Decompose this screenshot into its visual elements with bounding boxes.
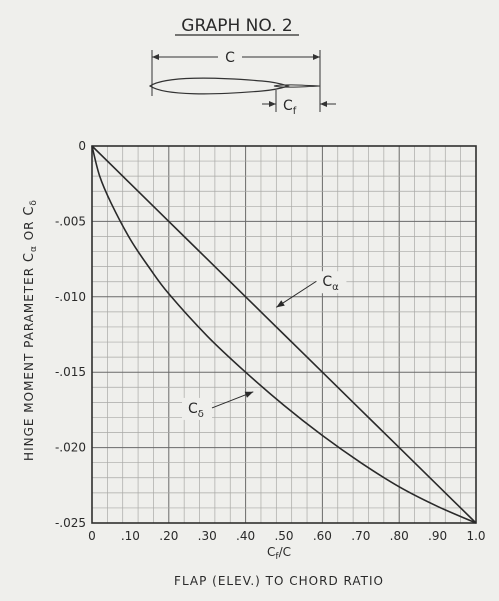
y-tick-label: -.025 bbox=[55, 516, 86, 530]
x-axis-ticks: 0 .10 .20 .30 .40 .50 .60 .70 .80 .90 1.0 bbox=[88, 529, 485, 543]
x-tick-label: .20 bbox=[159, 529, 178, 543]
x-tick-label: .60 bbox=[313, 529, 332, 543]
chord-arrow-left-icon bbox=[152, 54, 159, 60]
series-line-c-delta bbox=[91, 145, 477, 524]
series-group: Cα Cδ bbox=[91, 145, 477, 524]
plot-border bbox=[91, 145, 477, 524]
x-tick-label: .40 bbox=[236, 529, 255, 543]
x-tick-label: 0 bbox=[88, 529, 96, 543]
flap-arrow-left-icon bbox=[269, 101, 276, 107]
x-tick-label: .30 bbox=[198, 529, 217, 543]
y-axis-ticks: 0 -.005 -.010 -.015 -.020 -.025 bbox=[55, 139, 86, 530]
series-line-c-alpha bbox=[91, 145, 477, 524]
x-tick-label: .70 bbox=[351, 529, 370, 543]
x-tick-label: .10 bbox=[121, 529, 140, 543]
flap-arrow-right-icon bbox=[320, 101, 327, 107]
airfoil-sketch: C Cf bbox=[148, 50, 336, 117]
x-axis-formula: Cf/C bbox=[267, 545, 291, 562]
plot-frame bbox=[91, 145, 477, 524]
series-label: Cα bbox=[322, 274, 339, 293]
y-tick-label: -.010 bbox=[55, 290, 86, 304]
chord-arrow-right-icon bbox=[313, 54, 320, 60]
flap-label: Cf bbox=[283, 98, 297, 117]
y-tick-label: 0 bbox=[78, 139, 86, 153]
y-axis-label: HINGE MOMENT PARAMETER Cα OR Cδ bbox=[22, 199, 39, 461]
chord-label: C bbox=[225, 50, 235, 66]
airfoil-outline bbox=[148, 77, 290, 95]
series-label: Cδ bbox=[188, 401, 204, 420]
flap-outline bbox=[273, 84, 321, 88]
series-label-background bbox=[182, 397, 212, 420]
x-tick-label: 1.0 bbox=[466, 529, 485, 543]
series-label-background bbox=[316, 271, 347, 294]
arrowhead-icon bbox=[276, 300, 285, 308]
y-tick-label: -.020 bbox=[55, 441, 86, 455]
x-tick-label: .80 bbox=[390, 529, 409, 543]
x-tick-label: .50 bbox=[274, 529, 293, 543]
y-tick-label: -.015 bbox=[55, 365, 86, 379]
arrowhead-icon bbox=[244, 391, 254, 398]
chart-title: GRAPH NO. 2 bbox=[181, 16, 292, 36]
y-tick-label: -.005 bbox=[55, 214, 86, 228]
x-axis-label: FLAP (ELEV.) TO CHORD RATIO bbox=[174, 574, 384, 588]
x-tick-label: .90 bbox=[428, 529, 447, 543]
